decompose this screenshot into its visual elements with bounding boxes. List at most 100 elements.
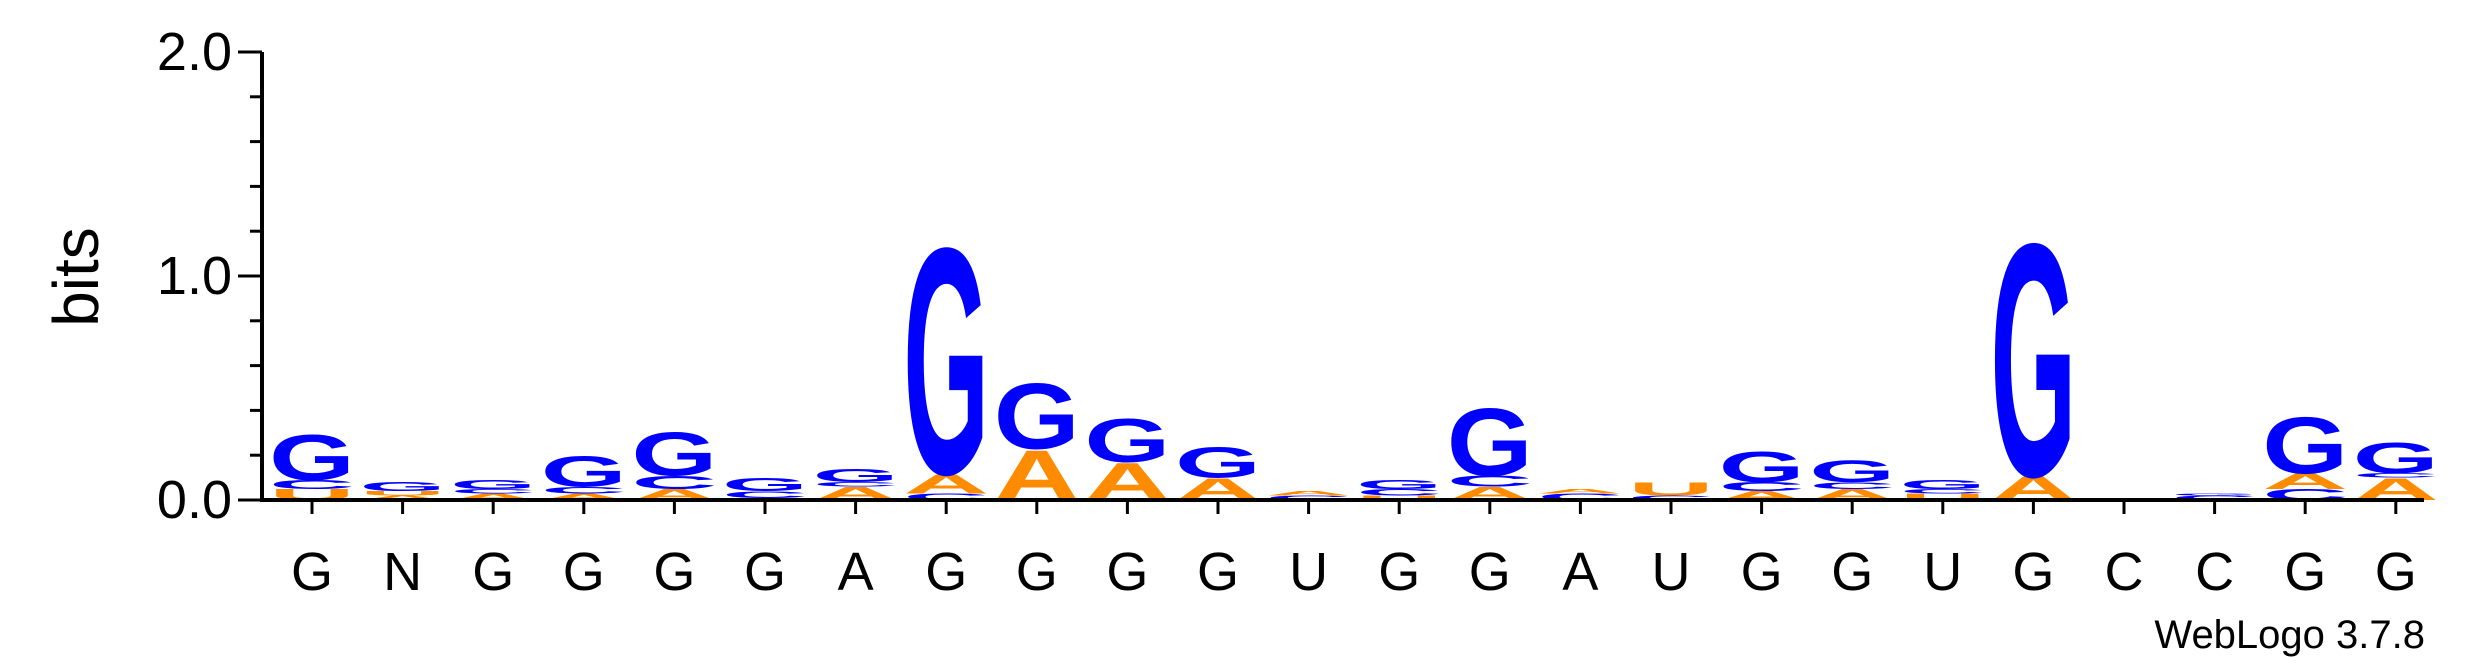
logo-letter-U: U — [1900, 492, 1986, 502]
logo-column: CA — [1266, 490, 1352, 501]
x-tick-label: U — [1652, 542, 1691, 602]
logo-letter-G: G — [1084, 406, 1170, 475]
logo-column: UCG — [722, 474, 808, 501]
y-tick-label: 1.0 — [157, 246, 232, 306]
logo-column: CAG — [903, 181, 989, 542]
logo-letter-G: G — [1719, 443, 1805, 492]
y-tick-label: 2.0 — [157, 22, 232, 82]
letter-stacks: UCGAUGACGACGACGUCGACGCAGAGAGAGCAUCGACGCA… — [269, 173, 2439, 546]
logo-column: UCG — [269, 422, 355, 504]
logo-letter-G: G — [2262, 400, 2348, 491]
x-tick-label: G — [653, 542, 695, 602]
logo-letter-C: C — [2172, 494, 2258, 501]
logo-column: AG — [1990, 173, 2076, 546]
logo-column: AUG — [360, 480, 446, 502]
x-tick-label: A — [838, 542, 874, 602]
logo-letter-G: G — [813, 465, 899, 486]
logo-letter-A: A — [450, 492, 536, 502]
logo-column: CA — [1537, 488, 1623, 502]
logo-letter-C: C — [631, 472, 717, 493]
logo-column: CAG — [2262, 400, 2348, 504]
logo-column: UCG — [1900, 478, 1986, 502]
x-tick-label: G — [472, 542, 514, 602]
x-tick-label: G — [1106, 542, 1148, 602]
logo-column: AG — [1084, 406, 1170, 511]
x-tick-label: G — [2375, 542, 2417, 602]
logo-letter-U: U — [360, 490, 446, 497]
weblogo-credit: WebLogo 3.7.8 — [2154, 613, 2425, 657]
logo-letter-G: G — [2353, 434, 2439, 483]
x-tick-label: G — [2012, 542, 2054, 602]
logo-letter-G: G — [722, 474, 808, 495]
y-tick-label: 0.0 — [157, 470, 232, 530]
logo-letter-G: G — [450, 478, 536, 492]
x-tick-label: C — [2195, 542, 2234, 602]
x-tick-label: A — [1562, 542, 1598, 602]
logo-letter-A: A — [2262, 469, 2348, 493]
logo-column: CU — [1628, 479, 1714, 501]
x-tick-label: G — [1831, 542, 1873, 602]
logo-column: ACG — [2353, 434, 2439, 507]
logo-letter-A: A — [1266, 490, 1352, 497]
x-tick-label: U — [1289, 542, 1328, 602]
y-ticks: 0.0 1.0 2.0 — [157, 22, 262, 530]
logo-letter-G: G — [541, 447, 627, 496]
logo-letter-G: G — [1175, 438, 1261, 487]
logo-letter-U: U — [1628, 479, 1714, 500]
logo-column: AG — [994, 364, 1080, 516]
logo-column: CG — [2172, 493, 2258, 502]
y-axis-label: bits — [40, 227, 112, 327]
logo-letter-G: G — [994, 364, 1080, 469]
logo-letter-A: A — [541, 492, 627, 502]
logo-letter-C: C — [813, 481, 899, 488]
logo-letter-C: C — [1447, 472, 1533, 489]
logo-column: UCG — [1356, 478, 1442, 502]
x-tick-label: G — [1016, 542, 1058, 602]
logo-letter-C: C — [1719, 480, 1805, 494]
x-tick-label: G — [744, 542, 786, 602]
logo-letter-G: G — [360, 480, 446, 494]
logo-letter-A: A — [1537, 488, 1623, 495]
logo-letter-C: C — [1628, 494, 1714, 501]
x-tick-label: G — [291, 542, 333, 602]
logo-letter-G: G — [1900, 478, 1986, 492]
logo-letter-C: C — [269, 477, 355, 491]
axes — [260, 52, 2424, 502]
logo-column: ACG — [541, 447, 627, 502]
logo-letter-A: A — [360, 494, 446, 501]
logo-letter-C: C — [2353, 472, 2439, 479]
logo-letter-C: C — [903, 492, 989, 502]
logo-letter-C: C — [1356, 487, 1442, 497]
x-tick-label: G — [1469, 542, 1511, 602]
x-tick-label: G — [1741, 542, 1783, 602]
logo-column: ACG — [1447, 388, 1533, 504]
logo-letter-G: G — [1809, 454, 1895, 489]
logo-letter-C: C — [722, 489, 808, 499]
x-tick-label: G — [563, 542, 605, 602]
logo-column: ACG — [1809, 454, 1895, 503]
logo-letter-C: C — [450, 488, 536, 495]
logo-letter-U: U — [1356, 494, 1442, 501]
logo-letter-C: C — [1537, 492, 1623, 502]
logo-letter-A: A — [903, 468, 989, 499]
x-tick-label: G — [925, 542, 967, 602]
x-tick-label: G — [1378, 542, 1420, 602]
logo-letter-G: G — [631, 420, 717, 489]
x-tick-label: G — [2284, 542, 2326, 602]
x-tick-label: N — [383, 542, 422, 602]
logo-letter-G: G — [269, 422, 355, 495]
x-tick-label: C — [2105, 542, 2144, 602]
logo-column: ACG — [450, 478, 536, 502]
logo-column: AG — [1175, 438, 1261, 507]
logo-column: ACG — [1719, 443, 1805, 503]
logo-letter-G: G — [1356, 478, 1442, 492]
logo-column: ACG — [631, 420, 717, 503]
logo-letter-C: C — [1809, 480, 1895, 490]
logo-letter-G: G — [903, 181, 989, 542]
logo-letter-C: C — [1900, 488, 1986, 495]
x-tick-label: U — [1923, 542, 1962, 602]
logo-letter-G: G — [2172, 493, 2258, 497]
logo-letter-C: C — [1266, 494, 1352, 501]
